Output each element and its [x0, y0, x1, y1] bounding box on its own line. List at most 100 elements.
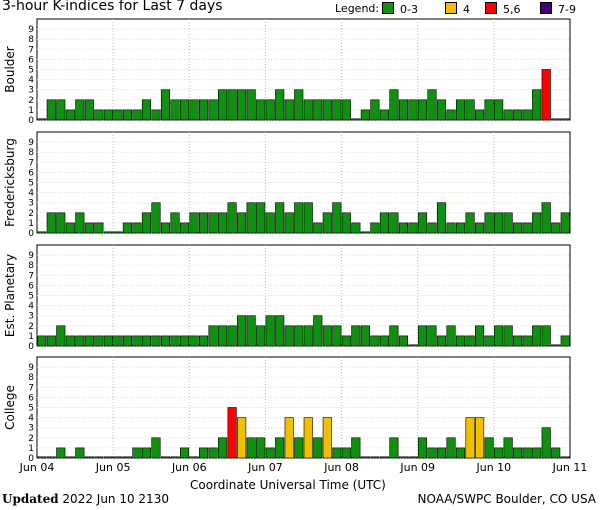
- k-index-bar: [351, 118, 361, 121]
- k-index-bar: [455, 222, 466, 234]
- y-tick-label: 6: [28, 55, 34, 65]
- k-index-bar: [408, 222, 418, 234]
- k-index-bar: [332, 99, 342, 121]
- k-index-bar: [417, 99, 428, 121]
- legend-swatch-green: [382, 2, 394, 14]
- k-index-bar: [303, 417, 313, 459]
- k-index-bar: [56, 212, 66, 234]
- k-index-bar: [322, 212, 332, 234]
- k-index-bar: [360, 109, 370, 121]
- k-index-bar: [237, 417, 247, 459]
- k-index-bar: [465, 212, 475, 234]
- k-index-bar: [389, 89, 399, 121]
- k-index-bar: [484, 212, 494, 234]
- k-index-bar: [465, 335, 475, 347]
- k-index-bar: [265, 212, 275, 234]
- legend-item-0-3: 0-3: [382, 2, 418, 16]
- k-index-bar: [94, 456, 104, 459]
- legend-label: Legend:: [335, 2, 380, 15]
- k-index-bar: [208, 325, 218, 347]
- y-tick-label: 1: [28, 444, 34, 454]
- k-index-bar: [246, 315, 256, 347]
- k-index-bar: [436, 447, 447, 459]
- k-index-bar: [141, 99, 152, 121]
- k-index-bar: [503, 109, 513, 121]
- k-index-bar: [179, 222, 190, 234]
- k-index-bar: [313, 315, 323, 347]
- y-tick-label: 1: [28, 332, 34, 342]
- k-index-bar: [294, 202, 304, 234]
- k-index-bar: [379, 456, 389, 459]
- y-tick-label: 3: [28, 86, 34, 96]
- k-index-bar: [513, 109, 523, 121]
- k-index-bar: [475, 417, 485, 459]
- x-tick-label: Jun 06: [171, 461, 207, 474]
- y-tick-label: 5: [28, 292, 34, 302]
- legend-item-label: 5,6: [503, 3, 521, 16]
- k-index-bar: [484, 335, 494, 347]
- k-index-bar: [37, 456, 47, 459]
- x-tick-label: Jun 11: [552, 461, 588, 474]
- k-index-bar: [122, 335, 132, 347]
- k-index-bar: [132, 335, 142, 347]
- k-index-bar: [65, 456, 75, 459]
- k-index-bar: [322, 325, 332, 347]
- x-tick-label: Jun 08: [323, 461, 359, 474]
- k-index-bar: [199, 99, 209, 121]
- k-index-bar: [494, 212, 504, 234]
- k-index-bar: [341, 212, 351, 234]
- k-index-bar: [313, 222, 323, 234]
- y-tick-label: 3: [28, 312, 34, 322]
- k-index-bar: [503, 212, 513, 234]
- x-tick-label: Jun 04: [19, 461, 55, 474]
- y-tick-label: 4: [28, 414, 34, 424]
- k-index-bar: [65, 109, 75, 121]
- k-index-bar: [417, 212, 428, 234]
- x-tick-label: Jun 09: [399, 461, 435, 474]
- k-index-bar: [332, 202, 342, 234]
- k-index-bar: [484, 437, 494, 459]
- y-tick-label: 9: [28, 251, 34, 261]
- k-index-bar: [246, 202, 256, 234]
- k-index-bar: [160, 335, 171, 347]
- k-index-bar: [370, 456, 380, 459]
- k-index-bar: [132, 447, 142, 459]
- k-index-bar: [122, 222, 132, 234]
- k-index-bar: [532, 325, 542, 347]
- y-tick-label: 6: [28, 393, 34, 403]
- k-index-bar: [94, 222, 104, 234]
- k-index-bar: [522, 222, 532, 234]
- k-index-bar: [551, 222, 561, 234]
- x-tick-label: Jun 05: [95, 461, 131, 474]
- k-index-bar: [560, 212, 570, 234]
- k-index-bar: [455, 447, 466, 459]
- legend-item-label: 7-9: [558, 3, 576, 16]
- k-index-bar: [160, 456, 171, 459]
- k-index-bar: [332, 447, 342, 459]
- legend-item-label: 4: [463, 3, 470, 16]
- k-index-bar: [227, 407, 237, 459]
- k-index-bar: [141, 212, 152, 234]
- y-tick-label: 0: [28, 342, 34, 352]
- k-index-bar: [322, 417, 332, 459]
- x-tick-label: Jun 07: [247, 461, 283, 474]
- k-index-bar: [389, 325, 399, 347]
- k-index-bar: [332, 325, 342, 347]
- k-index-bar: [265, 315, 275, 347]
- k-index-bar: [189, 99, 199, 121]
- y-tick-label: 7: [28, 45, 34, 55]
- k-index-bar: [303, 99, 313, 121]
- y-tick-label: 3: [28, 199, 34, 209]
- k-index-bar: [199, 335, 209, 347]
- k-index-bar: [65, 222, 75, 234]
- k-index-bar: [141, 335, 152, 347]
- k-index-bar: [379, 212, 389, 234]
- k-index-bar: [84, 335, 94, 347]
- k-index-bar: [189, 212, 199, 234]
- k-index-bar: [360, 456, 370, 459]
- k-index-bar: [37, 231, 47, 234]
- k-index-bar: [208, 212, 218, 234]
- k-index-bar: [475, 325, 485, 347]
- k-index-bar: [256, 437, 266, 459]
- k-index-bar: [218, 89, 228, 121]
